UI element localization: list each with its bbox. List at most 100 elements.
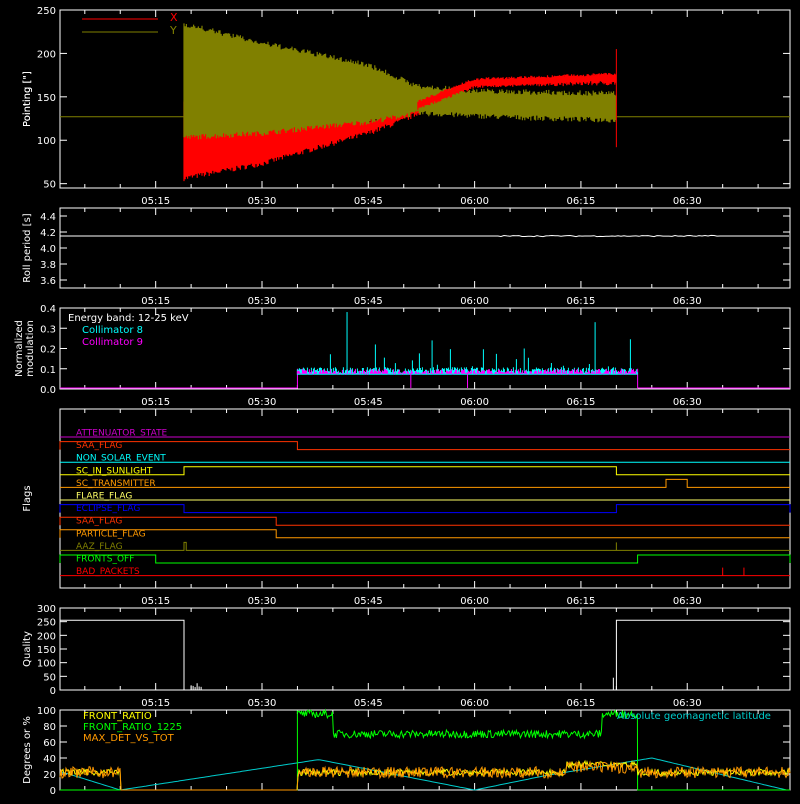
- series-line-x-upper: [417, 73, 617, 110]
- flag-label: ECLIPSE_FLAG: [76, 504, 140, 514]
- x-tick-label: 06:15: [567, 296, 596, 307]
- y-tick-label: 3.8: [40, 260, 56, 271]
- x-tick-label: 05:15: [141, 397, 170, 408]
- y-axis-label: Degrees or %: [22, 716, 33, 784]
- flag-label: PARTICLE_FLAG: [76, 529, 146, 539]
- flag-line-saa-flag: [59, 441, 790, 451]
- flag-line-eclipse-flag: [59, 504, 791, 514]
- panel-frame: [59, 9, 791, 189]
- panel-flags: 05:15 05:30 05:45 06:00 06:15 06:30 Flags ATTEN…: [22, 408, 791, 607]
- x-tick-label: 05:45: [354, 397, 383, 408]
- y-tick-label: 0: [50, 686, 56, 697]
- flag-line-sc-transmitter: [60, 478, 790, 488]
- x-tick-label: 05:30: [248, 196, 277, 207]
- x-tick-label: 05:45: [354, 698, 383, 709]
- flag-label: BAD_PACKETS: [76, 567, 140, 577]
- legend-label-max-det-vs-tot: MAX_DET_VS_TOT: [83, 733, 175, 744]
- flag-line-particle-flag: [59, 529, 790, 539]
- x-tick-label: 05:45: [354, 296, 383, 307]
- y-tick-label: 80: [43, 722, 56, 733]
- series-line-front-ratio: [59, 759, 791, 791]
- y-tick-label: 150: [37, 93, 56, 104]
- annotation-geomagnetic-latitude: Absolute geomagnetic latitude: [617, 711, 771, 722]
- y-tick-label: 4.2: [40, 228, 56, 239]
- flag-label: AAZ_FLAG: [76, 542, 123, 552]
- x-tick-label: 06:15: [567, 596, 596, 607]
- y-tick-label: 100: [37, 136, 56, 147]
- panel-frame: [59, 408, 791, 589]
- y-tick-label: 0: [50, 786, 56, 797]
- y-tick-label: 40: [43, 754, 56, 765]
- legend-label-collimator-8: Collimator 8: [82, 325, 143, 336]
- y-axis-label: Normalized: [14, 320, 25, 377]
- x-tick-label: 06:30: [673, 698, 702, 709]
- y-tick-label: 150: [37, 645, 56, 656]
- y-tick-label: 100: [37, 706, 56, 717]
- y-axis-label: modulation: [25, 320, 36, 377]
- flag-label: SC_IN_SUNLIGHT: [76, 466, 153, 476]
- flag-line-fronts-off: [59, 554, 791, 564]
- y-tick-label: 300: [37, 604, 56, 615]
- y-axis-label: Flags: [22, 485, 33, 511]
- flag-label: FRONTS_OFF: [76, 555, 134, 565]
- y-tick-label: 100: [37, 659, 56, 670]
- y-tick-label: 0.4: [40, 304, 56, 315]
- panel-quality: 0 50 100 150 200 250 300 05:15 05:30 05:45 06:00 06…: [22, 604, 791, 709]
- y-tick-label: 0.3: [40, 324, 56, 335]
- series-line-geomagnetic-latitude: [60, 757, 790, 791]
- x-tick-label: 05:45: [354, 596, 383, 607]
- x-tick-label: 05:30: [248, 596, 277, 607]
- y-tick-label: 3.6: [40, 276, 56, 287]
- panel-pointing: 50 100 150 200 250 05:15 05:30 05:45 06:00 06:15 0…: [22, 6, 791, 207]
- y-tick-label: 250: [37, 618, 56, 629]
- flag-line-sc-in-sunlight: [60, 466, 790, 476]
- legend-label-y: Y: [169, 24, 177, 37]
- x-tick-label: 06:30: [673, 397, 702, 408]
- x-tick-label: 05:30: [248, 296, 277, 307]
- legend-label-x: X: [170, 11, 178, 24]
- y-axis-label: Quality: [22, 631, 33, 667]
- x-tick-label: 05:45: [354, 196, 383, 207]
- series-line-quality: [60, 619, 790, 691]
- x-tick-label: 05:15: [141, 296, 170, 307]
- y-axis-label: Roll period [s]: [22, 213, 33, 282]
- x-tick-label: 05:15: [141, 196, 170, 207]
- annotation-energy-band: Energy band: 12-25 keV: [68, 313, 189, 324]
- y-tick-label: 50: [43, 180, 56, 191]
- panel-frame: [59, 709, 791, 791]
- x-tick-label: 05:30: [248, 397, 277, 408]
- panel-modulation: 0.0 0.1 0.2 0.3 0.4 05:15 05:30 05:45 06:00 06:15…: [14, 304, 791, 408]
- x-tick-label: 06:00: [460, 196, 489, 207]
- x-tick-label: 06:30: [673, 596, 702, 607]
- y-tick-label: 0.0: [40, 385, 56, 396]
- y-tick-label: 4.0: [40, 244, 56, 255]
- flag-line-saa-flag: [59, 516, 790, 526]
- y-axis-label: Pointing ["]: [22, 71, 33, 127]
- legend-label-front-ratio-1225: FRONT_RATIO_1225: [83, 722, 182, 733]
- y-tick-label: 250: [37, 6, 56, 17]
- x-tick-label: 05:15: [141, 596, 170, 607]
- y-tick-label: 0.1: [40, 365, 56, 376]
- flag-label: SAA_FLAG: [76, 517, 122, 527]
- flag-label: SAA_FLAG: [76, 441, 122, 451]
- x-tick-label: 06:00: [460, 698, 489, 709]
- x-tick-label: 06:30: [673, 296, 702, 307]
- flag-label: FLARE_FLAG: [76, 492, 132, 502]
- series-line-roll: [60, 234, 789, 238]
- y-tick-label: 4.4: [40, 212, 56, 223]
- flag-line-aaz-flag: [60, 541, 790, 551]
- x-tick-label: 05:30: [248, 698, 277, 709]
- flag-label: SC_TRANSMITTER: [76, 479, 156, 489]
- x-tick-label: 06:15: [567, 698, 596, 709]
- series-line-max-det-vs-tot: [59, 760, 791, 791]
- y-tick-label: 60: [43, 738, 56, 749]
- series-line-front-ratio-1225: [60, 708, 790, 791]
- legend-label-front-ratio: FRONT_RATIO: [83, 711, 152, 722]
- y-axis-label: Pointing ["]: [22, 71, 33, 127]
- panel-ratios: 0 20 40 60 80 100 Degrees or % FRONT_RATIOFRONT…: [22, 706, 791, 797]
- y-tick-label: 200: [37, 49, 56, 60]
- series-line-collimator-8: [296, 339, 638, 375]
- y-tick-label: 20: [43, 770, 56, 781]
- x-tick-label: 06:15: [567, 196, 596, 207]
